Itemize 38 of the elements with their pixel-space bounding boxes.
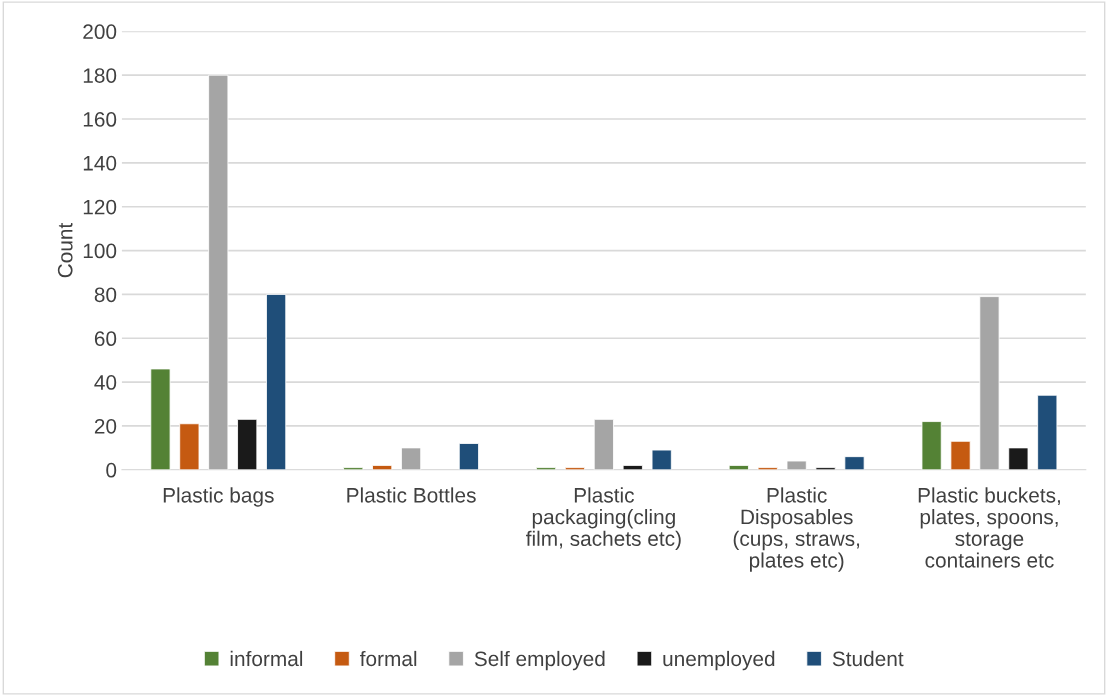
- y-tick-label: 160: [83, 112, 117, 127]
- x-tick-label: Plastic Disposables (cups, straws, plates etc): [733, 487, 860, 572]
- bar: [950, 440, 971, 470]
- y-tick-label: 100: [83, 243, 117, 259]
- bar: [1008, 447, 1029, 470]
- legend-label: informal: [230, 650, 303, 667]
- legend-label: Self employed: [474, 650, 605, 671]
- bar: [921, 421, 942, 470]
- x-tick-label: Plastic packaging(cling film, sachets etc): [526, 487, 681, 551]
- bar: [237, 418, 258, 470]
- bar: [651, 449, 672, 470]
- y-tick-label: 40: [94, 375, 117, 390]
- bar: [979, 296, 1000, 470]
- bar: [179, 423, 200, 470]
- bar: [844, 456, 865, 470]
- legend-label: unemployed: [663, 650, 775, 671]
- bar: [786, 460, 807, 470]
- y-tick-label: 80: [94, 287, 117, 303]
- bar: [150, 368, 171, 470]
- y-tick-label: 60: [94, 331, 117, 347]
- x-tick-label: Plastic buckets, plates, spoons, storage containers etc: [918, 487, 1060, 568]
- bar: [593, 418, 614, 470]
- y-tick-label: 200: [83, 24, 117, 40]
- y-axis-title: Count: [57, 222, 73, 278]
- y-tick-label: 120: [83, 199, 117, 215]
- y-tick-label: 140: [83, 155, 117, 171]
- legend-label: Student: [832, 650, 904, 667]
- y-tick-label: 0: [106, 462, 117, 478]
- bar: [458, 443, 479, 470]
- y-tick-label: 180: [83, 68, 117, 83]
- bar: [401, 447, 422, 470]
- bar: [266, 293, 287, 470]
- x-tick-label: Plastic bags: [163, 487, 274, 507]
- x-tick-label: Plastic Bottles: [347, 487, 476, 503]
- y-tick-label: 20: [94, 418, 117, 434]
- bar: [1037, 394, 1058, 470]
- bar: [208, 74, 229, 470]
- legend-label: formal: [359, 650, 417, 667]
